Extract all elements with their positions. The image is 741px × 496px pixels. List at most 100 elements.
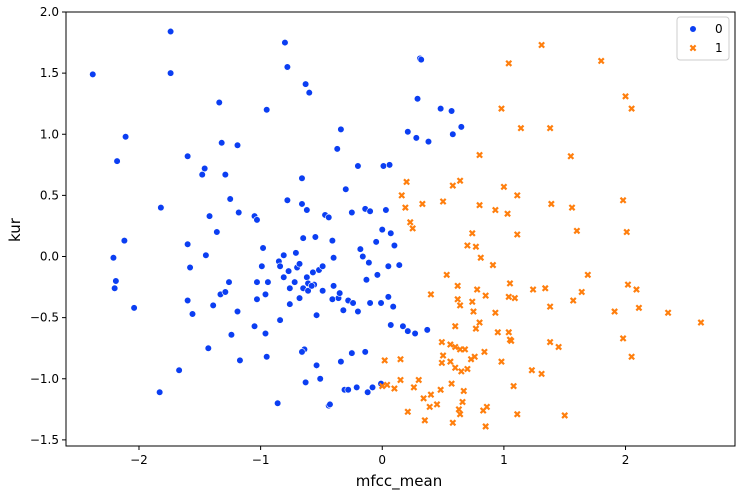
legend-marker-0 xyxy=(689,25,697,33)
data-point xyxy=(505,59,513,67)
data-point xyxy=(385,161,394,169)
data-point xyxy=(446,358,454,366)
data-point xyxy=(482,423,490,430)
data-point xyxy=(175,366,183,374)
data-point xyxy=(623,228,631,236)
data-point xyxy=(611,308,618,315)
x-tick-label: −1 xyxy=(252,453,270,467)
data-point xyxy=(235,208,243,217)
data-point xyxy=(505,293,513,301)
data-point xyxy=(423,326,431,334)
data-point xyxy=(281,38,289,47)
data-point xyxy=(286,300,294,308)
data-point xyxy=(373,271,381,279)
data-point xyxy=(451,343,459,351)
data-point xyxy=(427,391,435,399)
data-point xyxy=(421,416,429,424)
data-point xyxy=(573,227,581,235)
series-1 xyxy=(378,41,705,430)
data-point xyxy=(259,244,267,252)
axes-layer xyxy=(65,11,736,447)
data-point xyxy=(633,286,640,293)
data-point xyxy=(302,378,310,387)
data-point xyxy=(364,388,372,396)
data-point xyxy=(546,303,554,311)
data-point xyxy=(505,328,513,336)
data-point xyxy=(513,231,521,238)
data-point xyxy=(250,322,259,330)
data-point xyxy=(184,240,192,248)
data-point xyxy=(233,307,242,316)
data-point xyxy=(619,196,627,204)
data-point xyxy=(227,331,236,339)
data-point xyxy=(481,348,488,356)
data-point xyxy=(253,295,261,303)
data-point xyxy=(390,241,399,250)
data-point xyxy=(312,311,321,319)
data-point xyxy=(202,251,210,259)
data-point xyxy=(328,295,336,303)
data-point xyxy=(454,295,462,303)
data-point xyxy=(410,383,418,391)
data-point xyxy=(263,106,271,114)
data-point xyxy=(510,382,517,390)
data-point xyxy=(433,401,441,408)
data-point xyxy=(305,89,313,97)
data-point xyxy=(89,70,97,78)
data-point xyxy=(184,152,192,160)
data-point xyxy=(489,261,497,269)
data-point xyxy=(664,309,672,317)
data-point xyxy=(561,412,569,419)
data-point xyxy=(413,95,422,103)
data-point xyxy=(292,249,300,257)
data-point xyxy=(264,278,272,286)
data-point xyxy=(597,57,605,65)
data-point xyxy=(205,212,214,220)
data-point xyxy=(447,107,456,115)
data-point xyxy=(156,388,164,396)
data-point xyxy=(221,288,229,296)
data-point xyxy=(459,398,466,406)
legend-label-1: 1 xyxy=(715,41,723,55)
data-point xyxy=(456,410,464,418)
data-point xyxy=(387,321,395,329)
data-point xyxy=(438,359,446,367)
data-point xyxy=(477,254,485,262)
data-point xyxy=(284,267,293,275)
legend: 01 xyxy=(676,16,730,61)
data-point xyxy=(276,316,284,324)
data-point xyxy=(303,206,311,214)
data-point xyxy=(280,251,288,259)
data-point xyxy=(491,309,499,317)
data-point xyxy=(365,259,373,267)
y-tick-label: 0.5 xyxy=(40,188,59,202)
data-point xyxy=(283,196,291,204)
data-point xyxy=(348,208,356,217)
data-point xyxy=(215,98,223,107)
data-point xyxy=(354,162,362,170)
data-point xyxy=(439,352,447,359)
data-point xyxy=(384,293,392,301)
data-point xyxy=(356,245,364,253)
data-point xyxy=(504,210,511,218)
data-point xyxy=(546,338,554,346)
data-point xyxy=(569,297,577,304)
data-point xyxy=(424,137,433,146)
data-point xyxy=(253,278,261,286)
data-point xyxy=(379,162,388,170)
data-point xyxy=(303,273,311,281)
data-point xyxy=(468,298,476,306)
y-tick-label: 1.5 xyxy=(40,66,59,80)
data-point xyxy=(417,56,425,64)
plot-frame xyxy=(65,11,736,447)
ticks-layer: −2 −1 0 1 2 −1.5 −1.0 −0.5 0.0 0.5 1.0 1.5 2.0 xyxy=(30,5,629,467)
data-point xyxy=(437,104,445,113)
data-point xyxy=(513,410,521,418)
data-point xyxy=(449,182,457,189)
data-point xyxy=(302,80,310,88)
data-point xyxy=(420,394,427,402)
data-point xyxy=(460,387,468,395)
data-point xyxy=(457,123,465,131)
data-point xyxy=(541,284,549,292)
